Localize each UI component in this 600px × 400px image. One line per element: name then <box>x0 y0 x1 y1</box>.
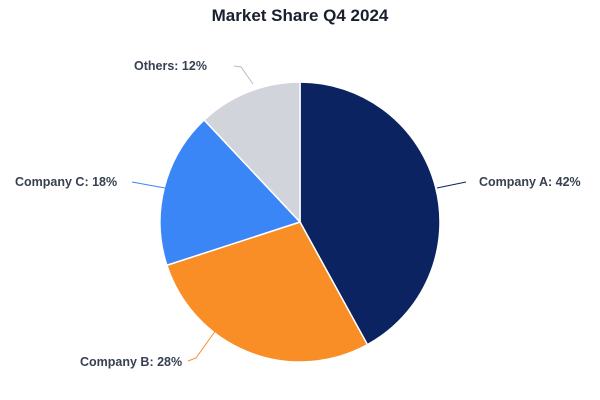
pie-slice-company-b[interactable] <box>165 221 369 363</box>
pie-slice-company-c[interactable] <box>159 118 302 267</box>
slice-label: Company C: 18% <box>15 175 117 189</box>
leader-line <box>187 329 217 362</box>
chart-title: Market Share Q4 2024 <box>211 6 389 25</box>
slice-label: Others: 12% <box>134 59 207 73</box>
pie-slice-others[interactable] <box>203 81 301 224</box>
pie-slice-company-a[interactable] <box>299 81 441 346</box>
leader-line <box>436 181 467 189</box>
leader-line <box>131 181 166 189</box>
slice-label: Company A: 42% <box>479 175 581 189</box>
slice-label: Company B: 28% <box>80 355 182 369</box>
leader-line <box>233 65 254 85</box>
